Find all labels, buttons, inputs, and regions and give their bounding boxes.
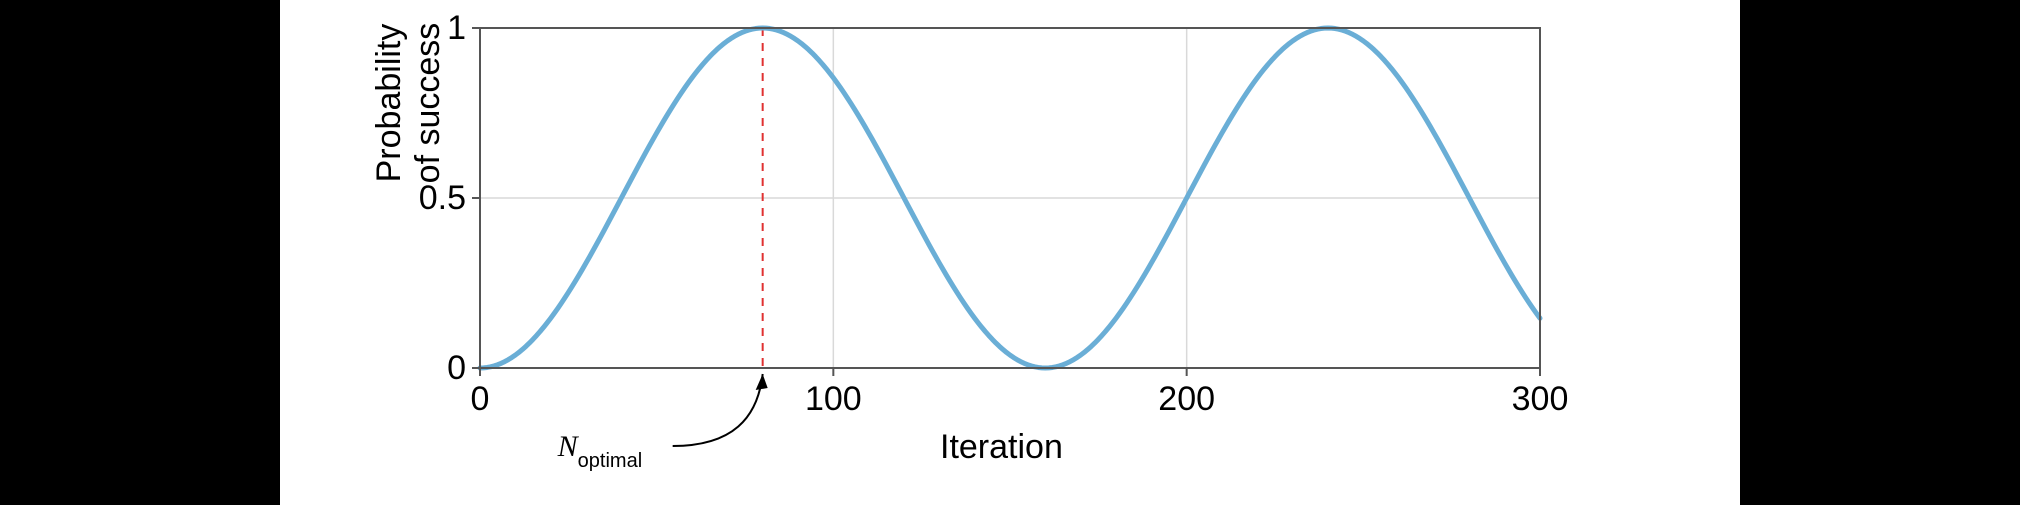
x-axis-label: Iteration <box>940 428 1063 467</box>
x-tick-label: 0 <box>450 382 510 416</box>
plot-svg <box>420 0 1600 428</box>
chart-canvas: Probability of success Iteration Noptima… <box>280 0 1740 505</box>
n-optimal-N: N <box>558 430 578 463</box>
y-tick-label: 1 <box>447 11 466 45</box>
y-tick-label: 0.5 <box>419 181 466 215</box>
ylabel-line1: Probability <box>370 24 408 183</box>
y-tick-label: 0 <box>447 351 466 385</box>
x-tick-label: 200 <box>1157 382 1217 416</box>
x-tick-label: 300 <box>1510 382 1570 416</box>
n-optimal-label: Noptimal <box>558 430 643 469</box>
n-optimal-sub: optimal <box>578 450 642 472</box>
x-tick-label: 100 <box>803 382 863 416</box>
plot-area <box>480 28 1540 368</box>
